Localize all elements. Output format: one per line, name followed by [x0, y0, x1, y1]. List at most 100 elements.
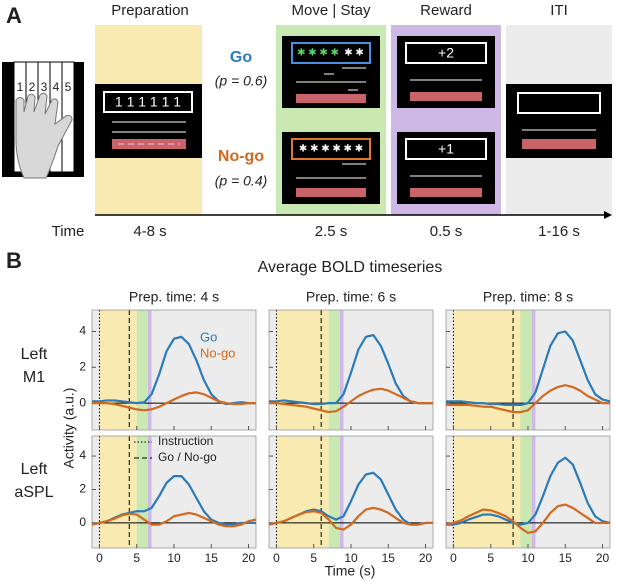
nogo-move-screen	[282, 132, 380, 204]
subplot-title: Prep. time: 8 s	[483, 289, 573, 305]
finger-number: 4	[53, 80, 60, 94]
go-reward-screen	[397, 36, 495, 108]
phase-band	[99, 310, 137, 430]
phase-band	[328, 436, 340, 548]
hand-diagram	[2, 61, 84, 179]
phase-band	[147, 310, 152, 430]
series-line	[269, 387, 433, 414]
phase-title: Move | Stay	[292, 2, 371, 19]
duration: 4-8 s	[133, 223, 166, 240]
phase-title: Preparation	[111, 2, 189, 19]
go-stars-left: ✱ ✱	[344, 48, 364, 59]
row-label: Left	[21, 346, 48, 363]
nogo-probability: (p = 0.4)	[215, 173, 268, 189]
series-line	[91, 511, 257, 528]
series-line	[446, 330, 611, 407]
finger-number: 3	[41, 80, 48, 94]
y-tick-label: 2	[79, 482, 86, 496]
phase-band	[453, 436, 521, 548]
legend-entry: Instruction	[158, 434, 213, 448]
phase-band	[147, 436, 152, 548]
time-arrow	[604, 211, 612, 219]
phase-band	[520, 436, 532, 548]
panel-label: A	[6, 3, 22, 28]
x-tick-label: 10	[521, 551, 535, 565]
phase-band	[151, 310, 256, 430]
finger-number: 5	[65, 80, 72, 94]
phase-band	[151, 436, 256, 548]
go-label: Go	[230, 49, 252, 66]
x-tick-label: 10	[167, 551, 181, 565]
phase-band	[535, 310, 610, 430]
x-tick-label: 10	[344, 551, 358, 565]
time-label: Time	[52, 223, 85, 240]
phase-band	[136, 436, 148, 548]
row-label: Left	[21, 461, 48, 478]
x-tick-label: 20	[419, 551, 433, 565]
phase-band	[92, 310, 100, 430]
prep-screen	[95, 84, 202, 158]
finger-number: 1	[17, 80, 24, 94]
duration: 0.5 s	[430, 223, 463, 240]
y-tick-label: 4	[79, 324, 86, 338]
y-axis-label: Activity (a.u.)	[61, 388, 77, 469]
go-stars-done: ✱ ✱ ✱ ✱	[297, 48, 339, 59]
y-tick-label: 0	[79, 395, 86, 409]
phase-band	[92, 436, 100, 548]
nogo-reward-screen	[397, 132, 495, 204]
legend-entry: Go / No-go	[158, 450, 217, 464]
phase-band	[520, 310, 532, 430]
figure-title: Average BOLD timeseries	[258, 259, 443, 276]
subplot-title: Prep. time: 6 s	[306, 289, 396, 305]
x-tick-label: 5	[310, 551, 317, 565]
x-tick-label: 15	[205, 551, 219, 565]
series-line	[92, 391, 256, 412]
phase-band	[531, 310, 536, 430]
nogo-reward: +1	[438, 141, 454, 157]
duration: 2.5 s	[315, 223, 348, 240]
finger-number: 2	[29, 80, 36, 94]
x-tick-label: 0	[273, 551, 280, 565]
phase-band	[99, 436, 137, 548]
phase-band	[339, 436, 344, 548]
series-line	[268, 506, 433, 531]
x-tick-label: 5	[133, 551, 140, 565]
x-tick-label: 20	[596, 551, 610, 565]
series-line	[446, 456, 611, 526]
phase-band	[328, 310, 340, 430]
prep-display: 1 1 1 1 1 1	[115, 94, 181, 110]
phase-band	[446, 436, 454, 548]
phase-title: ITI	[550, 2, 568, 19]
x-axis-label: Time (s)	[325, 563, 376, 579]
duration: 1-16 s	[538, 223, 580, 240]
phase-band	[535, 436, 610, 548]
phase-band	[269, 310, 277, 430]
go-probability: (p = 0.6)	[215, 73, 268, 89]
phase-title: Reward	[420, 2, 472, 19]
series-line	[446, 384, 610, 414]
phase-band	[446, 310, 454, 430]
x-tick-label: 15	[382, 551, 396, 565]
row-label: M1	[23, 369, 45, 386]
y-tick-label: 2	[79, 359, 86, 373]
phase-band	[276, 436, 329, 548]
x-tick-label: 15	[559, 551, 573, 565]
phase-band	[453, 310, 521, 430]
y-tick-label: 4	[79, 448, 86, 462]
phase-band	[343, 310, 433, 430]
x-tick-label: 0	[450, 551, 457, 565]
y-tick-label: 0	[79, 515, 86, 529]
phase-band	[343, 436, 433, 548]
row-label: aSPL	[14, 484, 53, 501]
legend-entry: No-go	[200, 345, 235, 360]
phase-band	[269, 436, 277, 548]
go-reward: +2	[438, 45, 454, 61]
x-tick-label: 5	[487, 551, 494, 565]
nogo-label: No-go	[218, 148, 264, 165]
series-line	[445, 503, 610, 535]
iti-screen	[506, 84, 612, 158]
phase-band	[531, 436, 536, 548]
panel-label: B	[6, 248, 22, 273]
subplot-title: Prep. time: 4 s	[129, 289, 219, 305]
